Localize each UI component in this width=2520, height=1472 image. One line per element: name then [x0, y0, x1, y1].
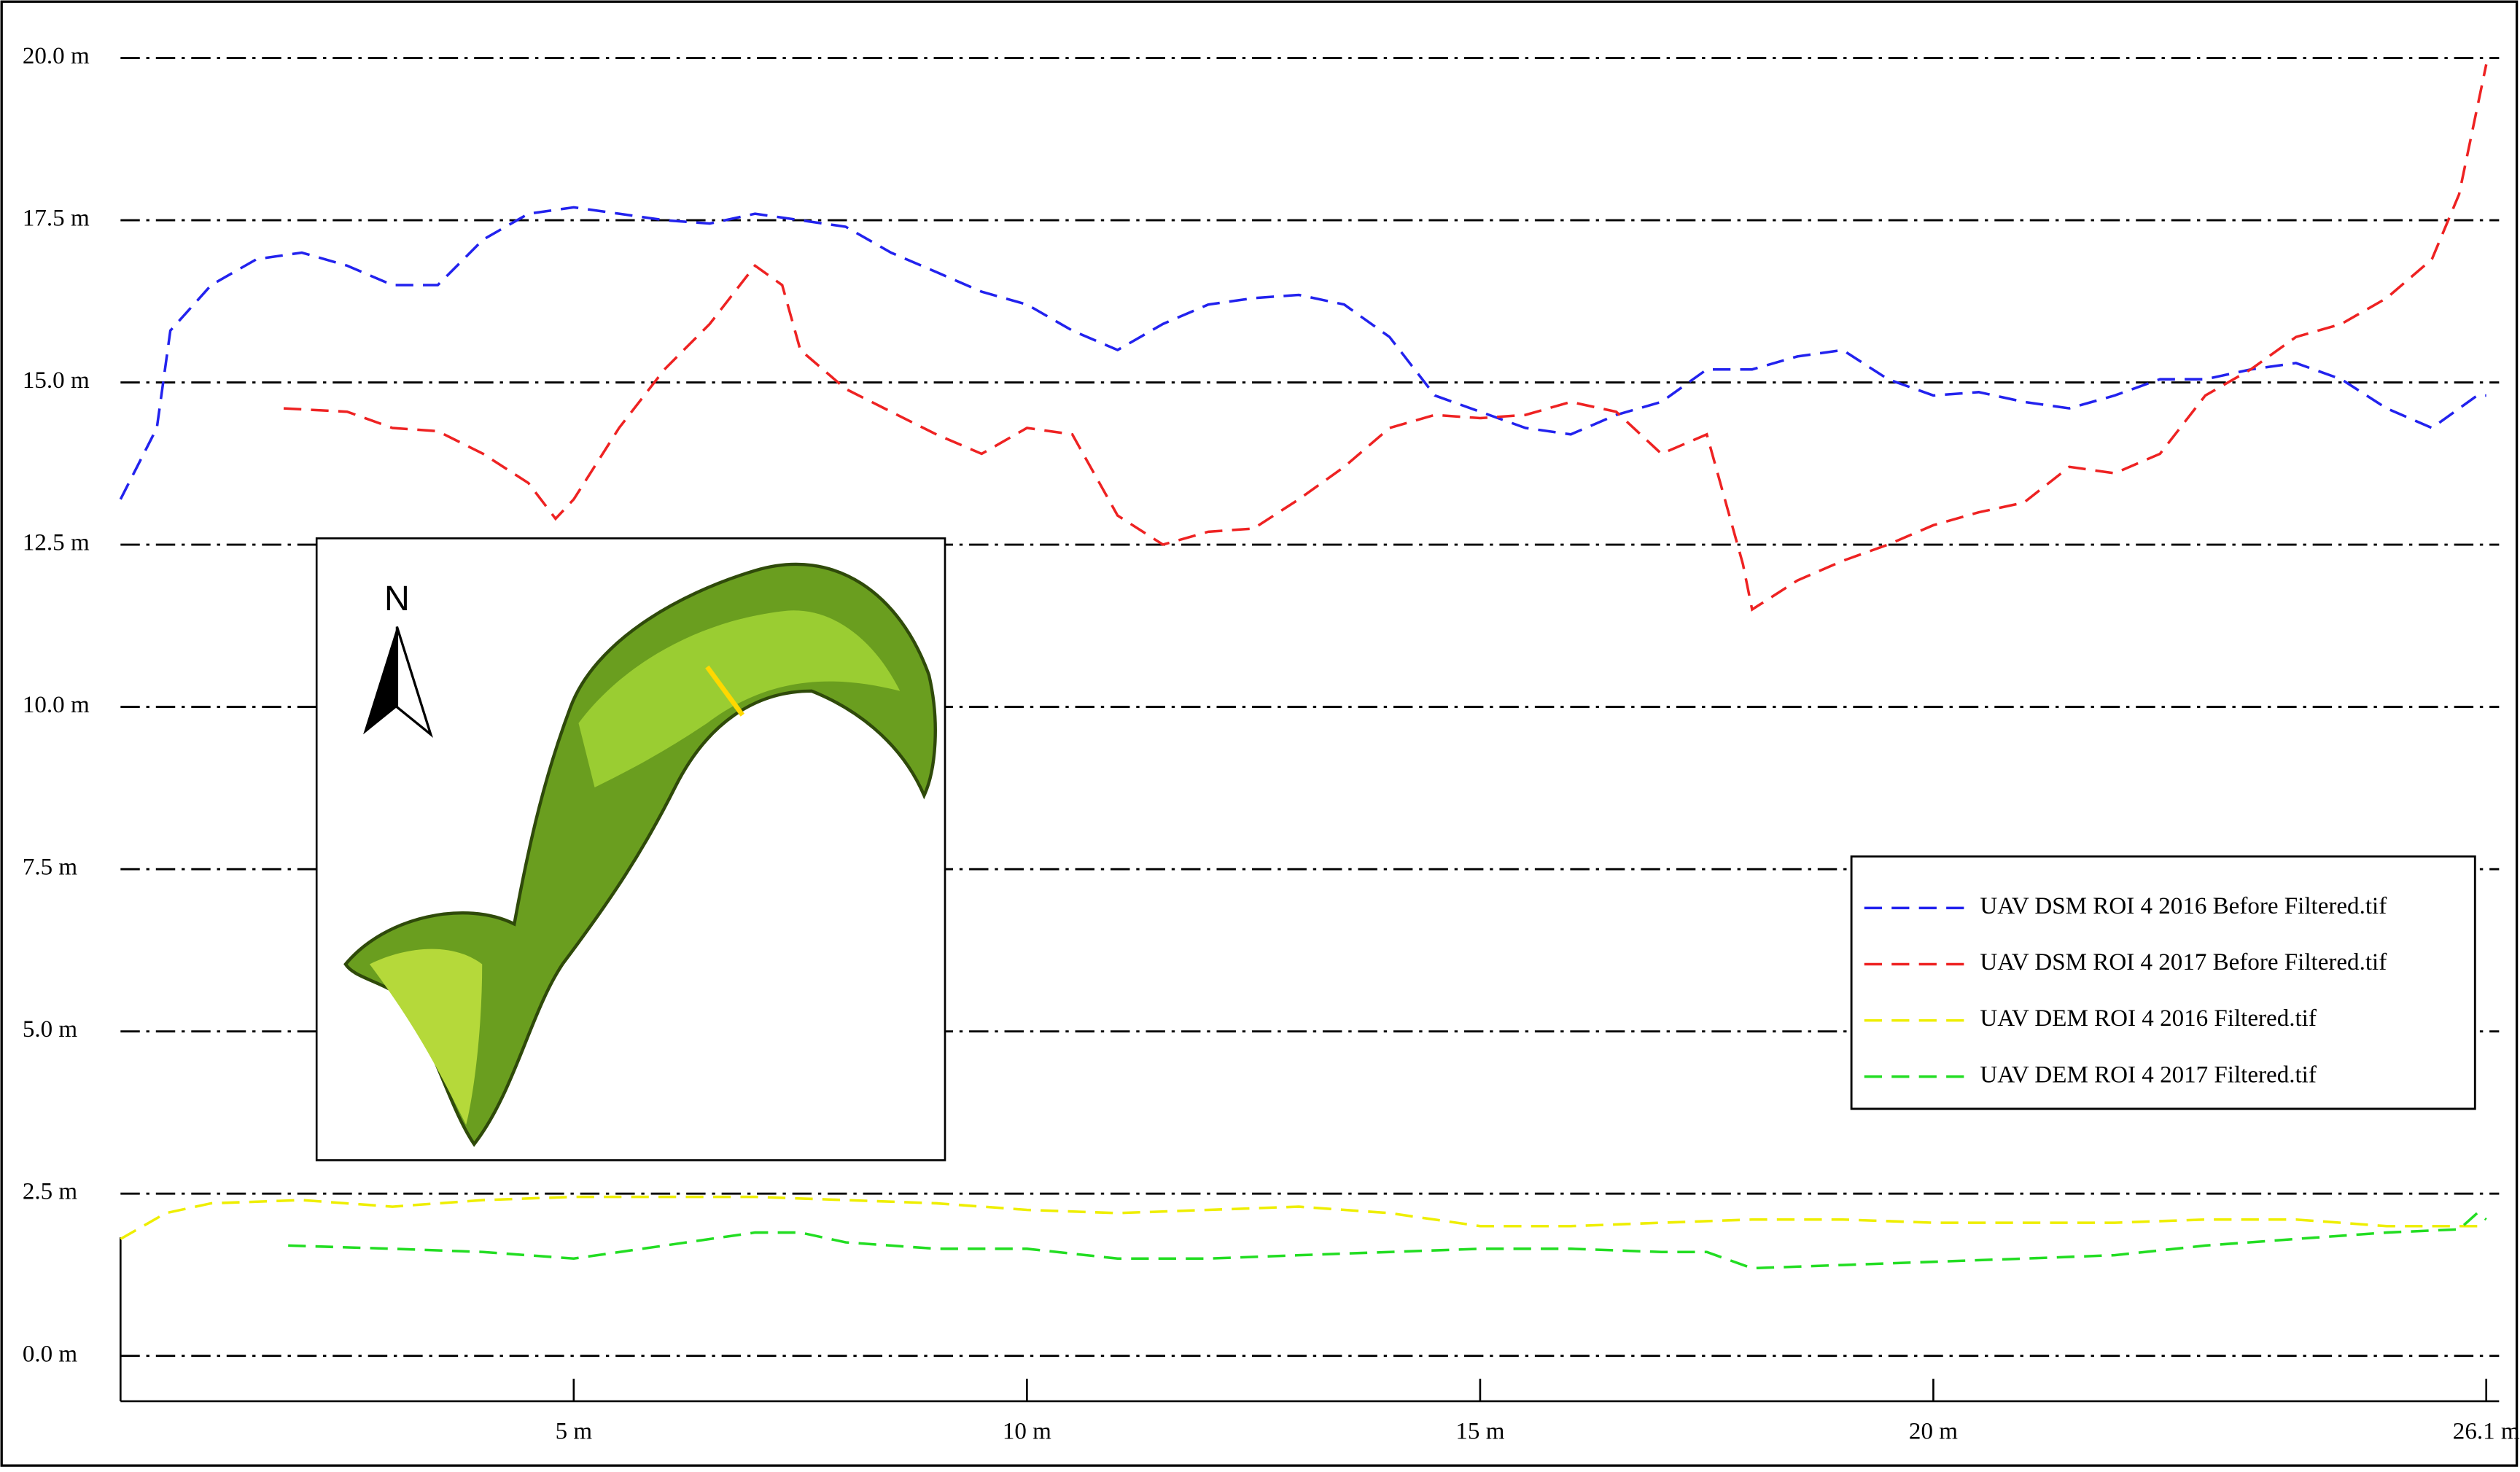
y-tick-label: 0.0 m: [23, 1341, 78, 1367]
x-tick-label: 10 m: [1003, 1419, 1051, 1445]
x-tick-label: 5 m: [556, 1419, 593, 1445]
legend: UAV DSM ROI 4 2016 Before Filtered.tif UA…: [1850, 855, 2476, 1110]
lines: [119, 64, 2488, 1270]
y-tick-label: 5.0 m: [23, 1016, 78, 1043]
canopy-highlight: [578, 610, 901, 788]
legend-box: [1850, 855, 2476, 1110]
series-line: [288, 1211, 2487, 1270]
legend-label: UAV DSM ROI 4 2016 Before Filtered.tif: [1980, 893, 2387, 919]
profile-line: [705, 665, 744, 717]
x-tick-label: 26.1 m: [2453, 1419, 2520, 1445]
series-line: [120, 1195, 2486, 1240]
legend-label: UAV DEM ROI 4 2017 Filtered.tif: [1980, 1062, 2316, 1088]
series-line: [119, 206, 2486, 500]
canopy-highlight: [369, 949, 483, 1125]
y-tick-label: 7.5 m: [23, 854, 78, 881]
y-tick-label: 2.5 m: [23, 1179, 78, 1205]
canopy-shape: [343, 562, 937, 1148]
y-tick-label: 12.5 m: [23, 530, 90, 556]
x-tick-label: 20 m: [1909, 1419, 1958, 1445]
y-tick-label: 10.0 m: [23, 692, 90, 718]
north-arrow: [395, 626, 433, 739]
y-tick-label: 20.0 m: [23, 43, 90, 69]
legend-label: UAV DSM ROI 4 2017 Before Filtered.tif: [1980, 949, 2387, 976]
x-tick-label: 15 m: [1455, 1419, 1504, 1445]
north-label: N: [384, 579, 410, 618]
y-tick-label: 15.0 m: [23, 367, 90, 394]
inset-map: N: [315, 537, 946, 1161]
series-line: [283, 64, 2488, 612]
y-tick-label: 17.5 m: [23, 206, 90, 232]
legend-label: UAV DEM ROI 4 2016 Filtered.tif: [1980, 1005, 2316, 1032]
